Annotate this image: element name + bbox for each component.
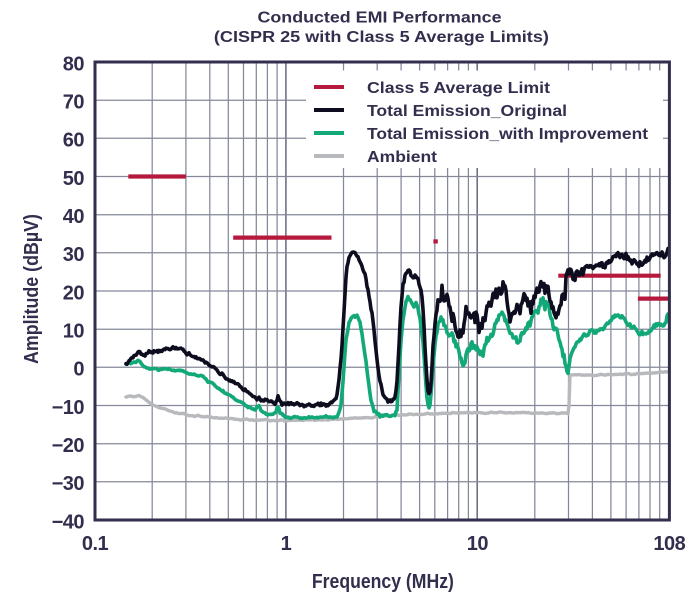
svg-text:50: 50 (63, 168, 85, 190)
svg-text:Class 5 Average Limit: Class 5 Average Limit (367, 80, 551, 97)
svg-text:10: 10 (63, 321, 85, 343)
svg-text:−10: −10 (52, 397, 85, 419)
svg-text:0.1: 0.1 (82, 533, 109, 555)
svg-text:Total Emission_Original: Total Emission_Original (367, 103, 567, 120)
svg-text:(CISPR 25 with Class 5 Average: (CISPR 25 with Class 5 Average Limits) (214, 29, 549, 46)
svg-text:Frequency (MHz): Frequency (MHz) (312, 571, 454, 593)
svg-text:1: 1 (281, 533, 292, 555)
svg-text:0: 0 (73, 359, 84, 381)
svg-text:20: 20 (63, 282, 85, 304)
svg-text:40: 40 (63, 206, 85, 228)
svg-text:60: 60 (63, 130, 85, 152)
svg-text:Conducted EMI Performance: Conducted EMI Performance (258, 10, 502, 27)
svg-text:Ambient: Ambient (367, 149, 438, 166)
svg-text:Amplitude (dBµV): Amplitude (dBµV) (21, 214, 43, 364)
svg-text:80: 80 (63, 53, 85, 75)
svg-text:−40: −40 (52, 511, 85, 533)
svg-text:30: 30 (63, 244, 85, 266)
svg-text:−20: −20 (52, 435, 85, 457)
svg-text:70: 70 (63, 92, 85, 114)
svg-text:10: 10 (467, 533, 489, 555)
svg-text:Total Emission_with Improvemen: Total Emission_with Improvement (367, 126, 649, 143)
svg-text:108: 108 (653, 533, 685, 555)
svg-text:−30: −30 (52, 473, 85, 495)
